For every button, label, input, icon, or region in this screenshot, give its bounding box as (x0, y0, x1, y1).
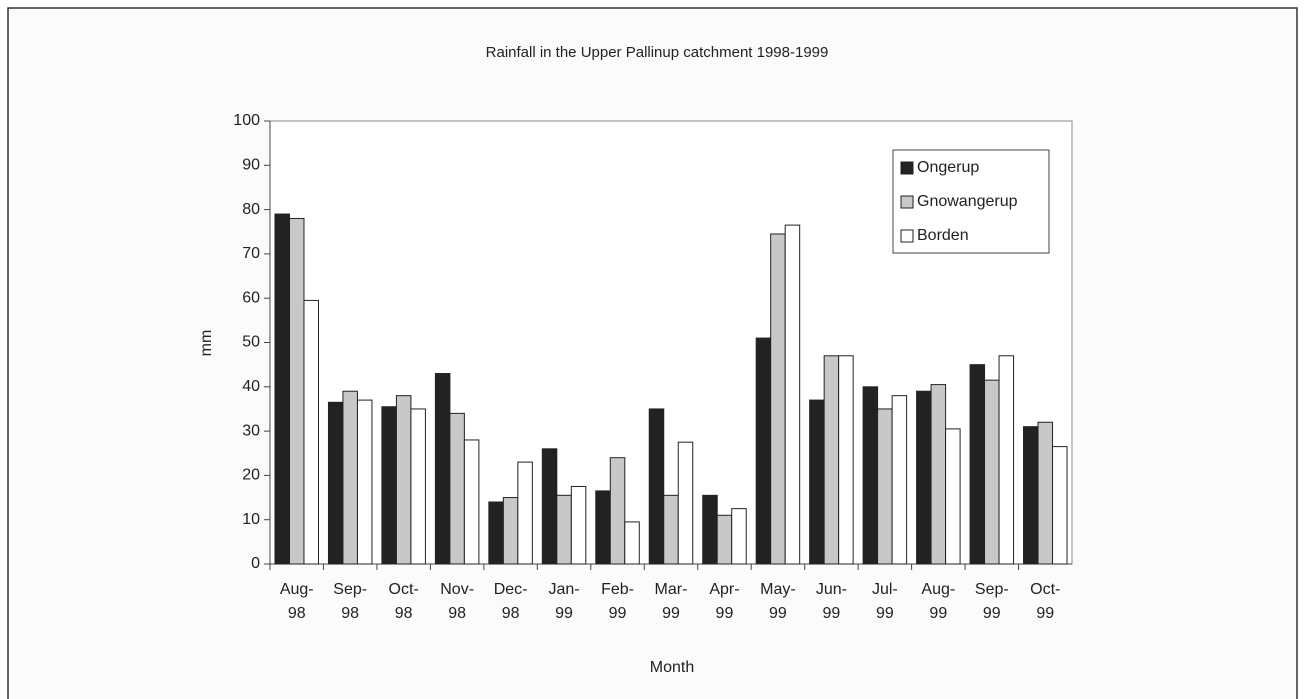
bar (663, 494, 679, 565)
bar (998, 355, 1015, 565)
y-tick-label: 10 (242, 511, 260, 528)
bar (770, 233, 786, 565)
bar (1037, 421, 1054, 565)
x-tick-label: Apr- 99 (709, 581, 740, 622)
bar (541, 448, 558, 565)
legend-swatch (900, 161, 914, 175)
bar (838, 355, 854, 565)
y-tick-label: 20 (242, 467, 260, 484)
bar (342, 390, 358, 565)
x-tick-label: Aug- 99 (921, 581, 956, 622)
legend-label: Ongerup (917, 159, 979, 176)
bar (449, 412, 465, 565)
bar (930, 384, 947, 565)
y-tick-label: 70 (242, 245, 260, 262)
bar (862, 386, 879, 565)
y-tick-label: 0 (251, 555, 260, 572)
legend-swatch (900, 195, 914, 209)
chart-title: Rainfall in the Upper Pallinup catchment… (486, 44, 829, 61)
y-tick-label: 100 (233, 112, 260, 129)
x-tick-label: Sep- 98 (333, 581, 368, 622)
x-tick-label: Jun- 99 (815, 581, 847, 622)
bar (609, 457, 626, 565)
bar (595, 490, 611, 565)
legend-box (892, 149, 1050, 254)
bar (755, 337, 772, 565)
x-tick-label: Feb- 99 (601, 581, 634, 622)
bar (288, 217, 305, 565)
bar (274, 213, 290, 565)
bar (410, 408, 426, 565)
bar (1052, 446, 1068, 565)
bar (556, 494, 572, 565)
bar (395, 395, 412, 565)
legend-label: Borden (917, 227, 969, 244)
x-tick-label: Oct- 99 (1030, 581, 1061, 622)
bar (463, 439, 480, 565)
x-tick-label: May- 99 (760, 581, 796, 622)
bar (891, 395, 908, 565)
bar (488, 501, 504, 565)
bar (570, 485, 587, 565)
legend-label: Gnowangerup (917, 193, 1018, 210)
bar (1023, 426, 1039, 565)
x-tick-label: Oct- 98 (388, 581, 419, 622)
x-tick-label: Jan- 99 (548, 581, 580, 622)
x-tick-label: Aug- 98 (279, 581, 314, 622)
y-axis-label: mm (198, 330, 215, 357)
bar (877, 408, 893, 565)
bar (945, 428, 961, 565)
x-tick-label: Mar- 99 (654, 581, 688, 622)
x-tick-label: Nov- 98 (440, 581, 475, 622)
bar (434, 373, 451, 565)
y-tick-label: 50 (242, 334, 260, 351)
bar (517, 461, 533, 565)
bar (648, 408, 665, 565)
y-tick-label: 40 (242, 378, 260, 395)
bar (716, 514, 733, 565)
bar (731, 508, 747, 565)
bar (702, 494, 718, 565)
bar (677, 441, 694, 565)
bar (823, 355, 840, 565)
bar (916, 390, 932, 565)
bar (303, 299, 319, 565)
x-tick-label: Dec- 98 (493, 581, 528, 622)
bar (624, 521, 640, 565)
bar (356, 399, 373, 565)
y-tick-label: 30 (242, 422, 260, 439)
x-tick-label: Jul- 99 (871, 581, 898, 622)
bar (969, 364, 986, 565)
bar (809, 399, 825, 565)
bar (381, 406, 397, 565)
y-tick-label: 60 (242, 289, 260, 306)
bar (984, 379, 1000, 565)
bar (502, 497, 519, 565)
bar (327, 401, 344, 565)
x-axis-label: Month (650, 659, 694, 676)
legend-swatch (900, 229, 914, 243)
x-tick-label: Sep- 99 (974, 581, 1009, 622)
y-tick-label: 80 (242, 201, 260, 218)
bar (784, 224, 801, 565)
y-tick-label: 90 (242, 157, 260, 174)
